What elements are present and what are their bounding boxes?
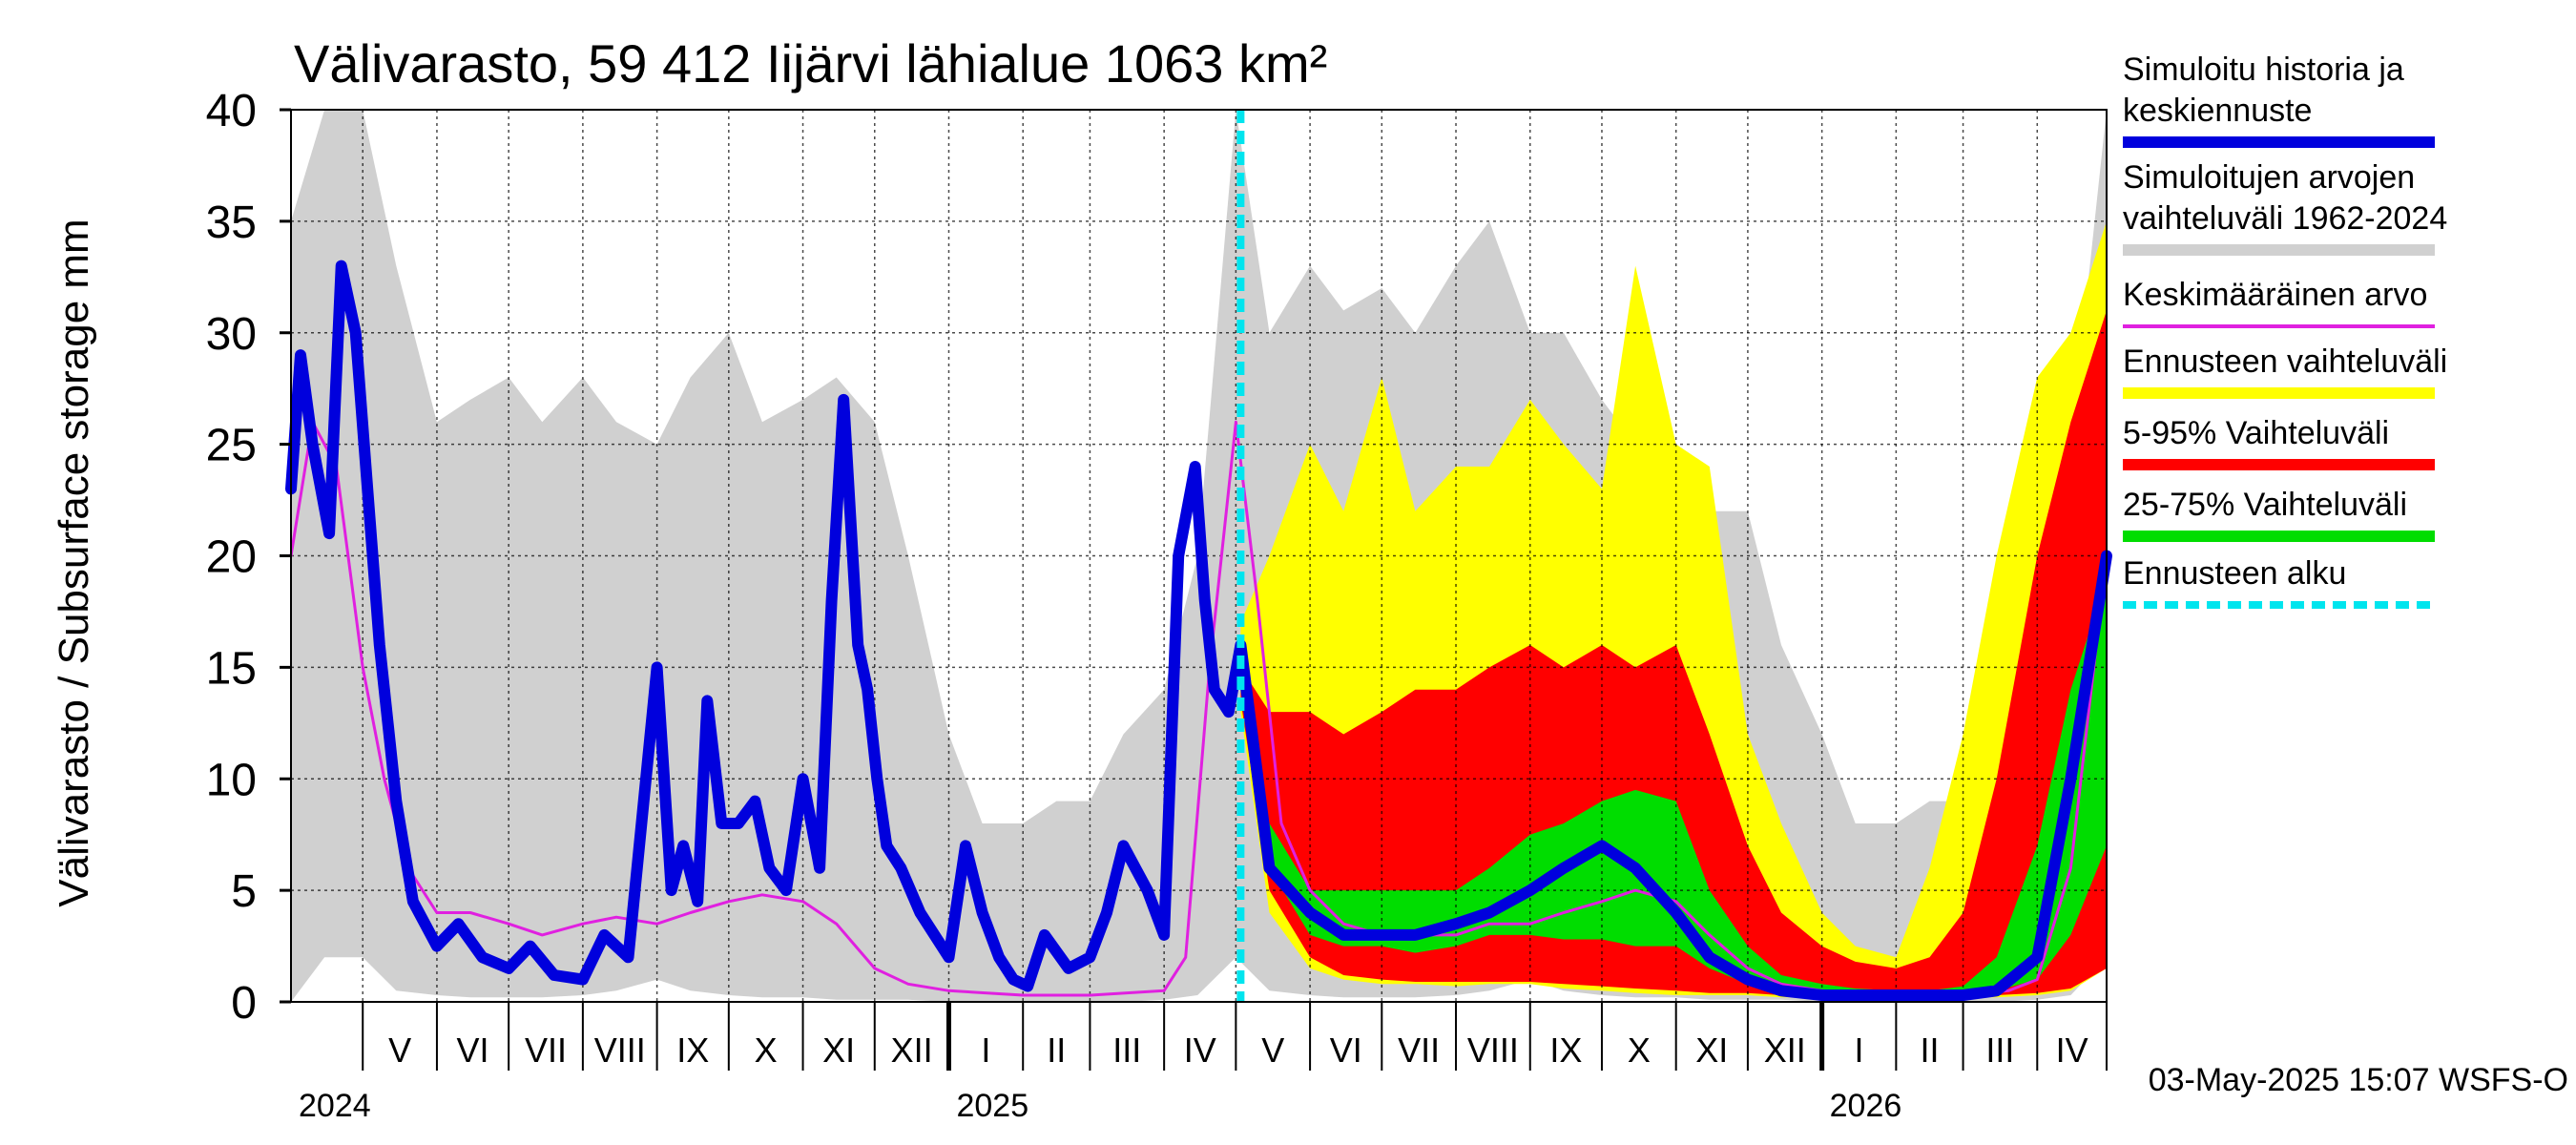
x-tick-label: X xyxy=(755,1030,778,1070)
legend: Simuloitu historia ja keskiennuste Simuloi… xyxy=(2123,52,2447,609)
x-tick-label: IX xyxy=(1549,1030,1582,1070)
legend-label: Simuloitu historia ja xyxy=(2123,52,2404,88)
x-tick-label: IV xyxy=(2056,1030,2088,1070)
x-tick-label: VIII xyxy=(1467,1030,1519,1070)
y-tick-label: 0 xyxy=(231,978,257,1029)
line-series-4 xyxy=(289,420,2109,997)
y-tick-label: 35 xyxy=(206,198,257,248)
grid-layer xyxy=(291,110,2107,1002)
legend-label: vaihteluväli 1962-2024 xyxy=(2123,200,2447,237)
line-layer xyxy=(285,110,2112,1002)
x-tick-label: III xyxy=(1985,1030,2014,1070)
x-tick-label: I xyxy=(1854,1030,1863,1070)
legend-label: keskiennuste xyxy=(2123,93,2312,129)
legend-label: Ennusteen alku xyxy=(2123,555,2346,592)
x-tick-label: IV xyxy=(1184,1030,1216,1070)
year-label: 2024 xyxy=(299,1088,371,1124)
x-tick-label: III xyxy=(1112,1030,1141,1070)
legend-label: Ennusteen vaihteluväli xyxy=(2123,344,2447,380)
x-tick-label: XII xyxy=(1764,1030,1806,1070)
band-series-2 xyxy=(1240,310,2107,995)
legend-label: 5-95% Vaihteluväli xyxy=(2123,415,2389,451)
y-tick-label: 5 xyxy=(231,866,257,917)
x-tick-label: V xyxy=(388,1030,411,1070)
x-tick-label: XII xyxy=(891,1030,933,1070)
timestamp-label: 03-May-2025 15:07 WSFS-O xyxy=(2149,1062,2568,1098)
chart-title: Välivarasto, 59 412 Iijärvi lähialue 106… xyxy=(294,33,1327,94)
y-tick-label: 15 xyxy=(206,643,257,694)
y-tick-label: 25 xyxy=(206,421,257,471)
y-tick-label: 10 xyxy=(206,755,257,805)
x-tick-label: V xyxy=(1261,1030,1284,1070)
year-label: 2025 xyxy=(956,1088,1028,1124)
y-tick-label: 40 xyxy=(206,86,257,136)
line-series-5 xyxy=(285,260,2112,1001)
y-axis-label: Välivarasto / Subsurface storage mm xyxy=(51,219,97,906)
x-tick-label: X xyxy=(1628,1030,1651,1070)
y-tick-label: 30 xyxy=(206,309,257,360)
x-tick-label: XI xyxy=(822,1030,855,1070)
x-tick-label: VIII xyxy=(594,1030,646,1070)
year-label: 2026 xyxy=(1830,1088,1902,1124)
x-tick-label: VI xyxy=(1330,1030,1362,1070)
x-tick-label: VI xyxy=(457,1030,489,1070)
x-tick-label: IX xyxy=(676,1030,709,1070)
legend-label: 25-75% Vaihteluväli xyxy=(2123,487,2407,523)
x-tick-label: XI xyxy=(1695,1030,1728,1070)
x-tick-label: VII xyxy=(1398,1030,1440,1070)
y-tick-label: 20 xyxy=(206,532,257,583)
x-tick-label: VII xyxy=(525,1030,567,1070)
legend-label: Simuloitujen arvojen xyxy=(2123,159,2415,196)
legend-label: Keskimääräinen arvo xyxy=(2123,277,2427,313)
x-tick-label: II xyxy=(1920,1030,1939,1070)
x-tick-label: II xyxy=(1047,1030,1066,1070)
x-tick-label: I xyxy=(981,1030,990,1070)
